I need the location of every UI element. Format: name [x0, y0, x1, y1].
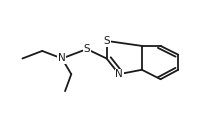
Text: S: S: [84, 44, 90, 54]
Text: S: S: [103, 36, 110, 46]
Text: N: N: [115, 69, 123, 79]
Text: N: N: [58, 53, 66, 64]
